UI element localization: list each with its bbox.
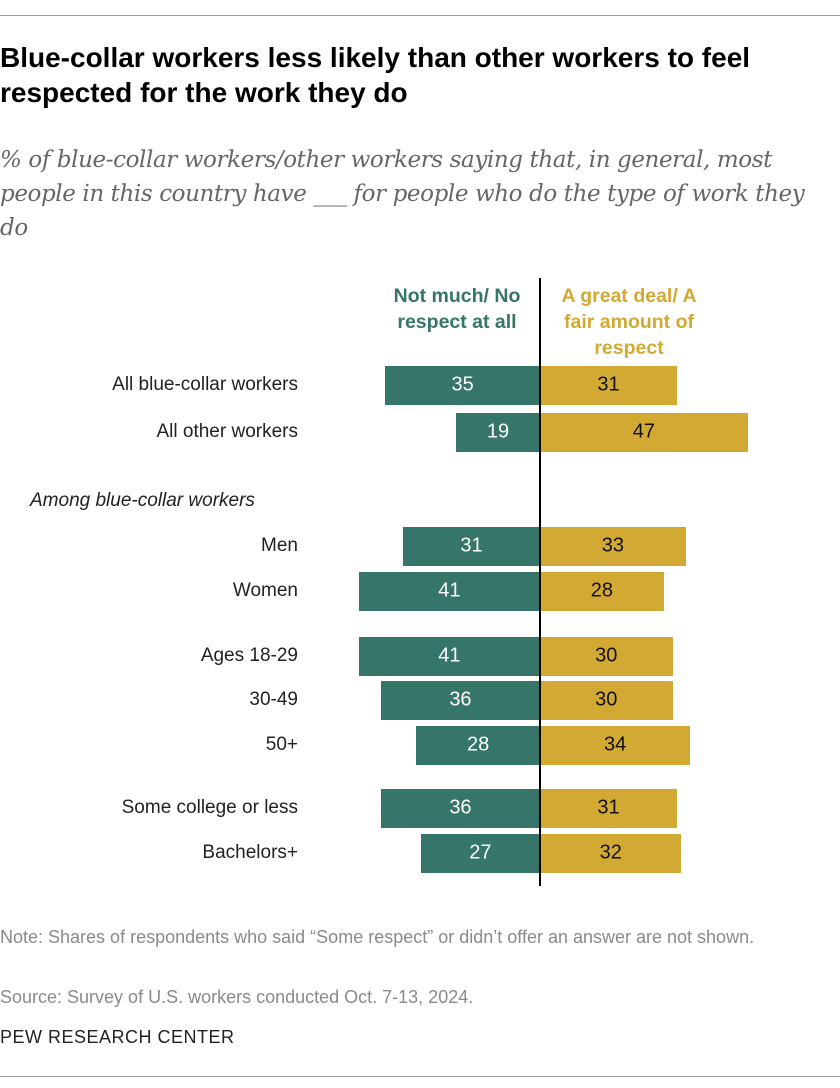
category-label: Men [261, 535, 298, 556]
center-axis [539, 278, 541, 886]
data-label: 36 [449, 796, 472, 819]
data-label: 31 [597, 796, 620, 819]
category-label: Women [232, 580, 298, 601]
legend-great-deal: A great deal/ A fair amount of respect [561, 285, 697, 359]
bar-great-deal [540, 636, 673, 676]
bar-not-much [416, 725, 540, 765]
bar-not-much [385, 365, 540, 405]
category-label: 50+ [265, 734, 298, 755]
note: Note: Shares of respondents who said “So… [0, 927, 755, 947]
top-rule [0, 15, 840, 16]
source: Source: Survey of U.S. workers conducted… [0, 987, 474, 1007]
legend-not-much: Not much/ No respect at all [393, 285, 521, 333]
data-label: 41 [438, 579, 461, 602]
bar-great-deal [540, 571, 664, 611]
group-label: Among blue-collar workers [30, 490, 255, 511]
category-label: Bachelors+ [202, 842, 298, 863]
category-label: All other workers [156, 421, 299, 442]
bar-not-much [456, 412, 540, 452]
chart-subtitle: % of blue-collar workers/other workers s… [0, 147, 805, 241]
bar-not-much [358, 636, 540, 676]
bottom-rule [0, 1076, 840, 1077]
category-label: Ages 18-29 [200, 645, 298, 666]
data-label: 47 [632, 420, 655, 443]
bar-great-deal [540, 788, 678, 828]
data-label: 32 [599, 841, 622, 864]
chart-title: Blue-collar workers less likely than oth… [0, 42, 751, 108]
data-label: 35 [451, 373, 474, 396]
bar-great-deal [540, 526, 686, 566]
data-label: 28 [590, 579, 613, 602]
bar-great-deal [540, 412, 748, 452]
bar-great-deal [540, 680, 673, 720]
data-label: 31 [460, 534, 483, 557]
data-label: 36 [449, 688, 472, 711]
data-label: 27 [469, 841, 492, 864]
brand-logo: PEW RESEARCH CENTER [0, 1027, 235, 1047]
data-label: 34 [604, 733, 627, 756]
bar-not-much [420, 833, 540, 873]
category-label: 30-49 [249, 689, 298, 710]
bar-not-much [380, 680, 540, 720]
data-label: 30 [595, 644, 618, 667]
data-label: 28 [466, 733, 490, 756]
data-label: 31 [597, 373, 620, 396]
category-label: Some college or less [121, 797, 298, 818]
data-label: 30 [595, 688, 618, 711]
bar-great-deal [540, 833, 682, 873]
bar-not-much [358, 571, 540, 611]
data-label: 33 [601, 534, 625, 557]
bar-not-much [402, 526, 540, 566]
bar-great-deal [540, 725, 691, 765]
bar-not-much [380, 788, 540, 828]
data-label: 19 [486, 420, 510, 443]
category-label: All blue-collar workers [112, 374, 298, 395]
bar-great-deal [540, 365, 678, 405]
data-label: 41 [438, 644, 461, 667]
